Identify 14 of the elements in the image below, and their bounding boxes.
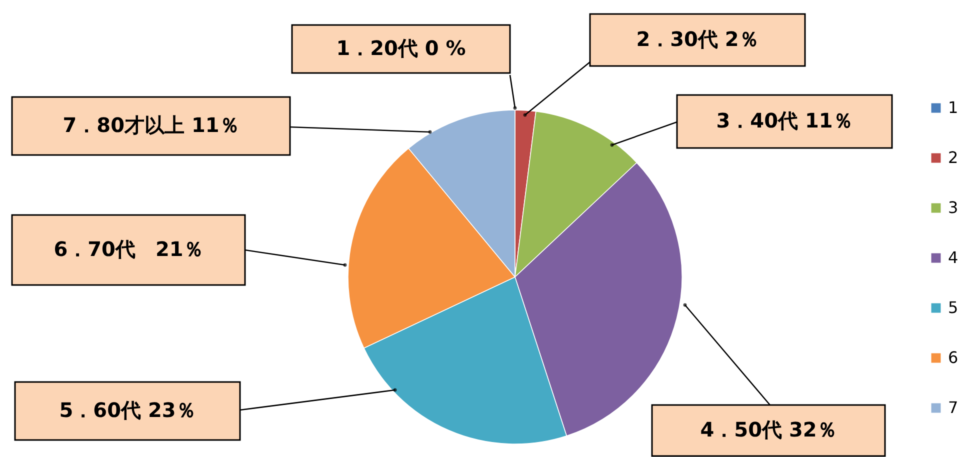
legend-label: 3 [948,198,958,217]
text: 6．70代 21％ [54,237,204,261]
legend-label: 6 [948,348,958,367]
text: 3．40代 11％ [716,108,853,132]
legend-label: 7 [948,398,958,417]
legend-label: 1 [948,98,958,117]
text: 5．60代 23％ [59,398,196,422]
text: 2．30代 2％ [636,27,759,51]
text: 4．50代 32％ [700,418,837,442]
legend-label: 2 [948,148,958,167]
legend-label: 5 [948,298,958,317]
legend-label: 4 [948,248,958,267]
text: 1．20代 0 % [336,36,466,60]
text: 7．80才以上 11％ [62,113,240,137]
